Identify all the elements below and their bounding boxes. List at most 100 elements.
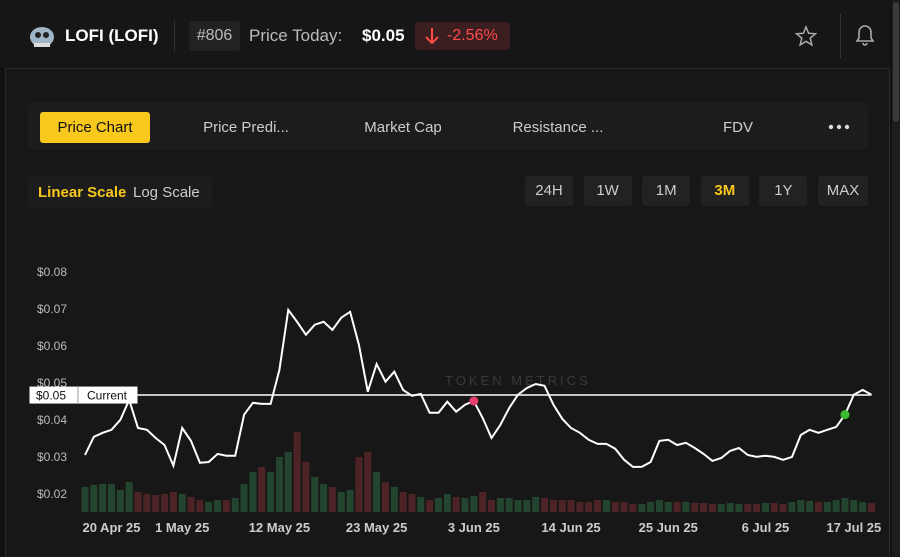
divider: [174, 20, 175, 52]
y-tick-label: $0.02: [37, 487, 67, 501]
x-tick-label: 14 Jun 25: [541, 520, 600, 535]
marker: [469, 396, 479, 406]
volume-bar: [753, 504, 761, 512]
volume-bar: [452, 497, 460, 512]
star-icon[interactable]: [795, 25, 817, 47]
volume-bar: [249, 472, 257, 512]
volume-bar: [426, 500, 434, 512]
x-tick-label: 1 May 25: [155, 520, 209, 535]
volume-bar: [788, 502, 796, 512]
volume-bar: [99, 484, 107, 512]
volume-bar: [169, 492, 177, 512]
volume-bar: [293, 432, 301, 512]
coin-icon: [30, 27, 54, 47]
volume-bar: [417, 497, 425, 512]
volume-bar: [806, 501, 814, 512]
range-button[interactable]: 1M: [642, 176, 691, 206]
tab[interactable]: Price Predi...: [203, 119, 289, 136]
volume-bar: [523, 500, 531, 512]
volume-bar: [541, 498, 549, 512]
volume-bar: [337, 492, 345, 512]
volume-bar: [90, 485, 98, 512]
tab[interactable]: Price Chart: [40, 112, 150, 143]
volume-bar: [488, 500, 496, 512]
x-tick-label: 23 May 25: [346, 520, 407, 535]
volume-bar: [841, 498, 849, 512]
range-button[interactable]: 24H: [525, 176, 573, 206]
y-tick-label: $0.04: [37, 413, 67, 427]
x-tick-label: 6 Jul 25: [742, 520, 790, 535]
volume-bar: [187, 497, 195, 512]
volume-bar: [629, 504, 637, 512]
scale-option[interactable]: Log Scale: [133, 184, 200, 201]
volume-bar: [859, 502, 867, 512]
volume-bar: [214, 500, 222, 512]
x-tick-label: 25 Jun 25: [639, 520, 698, 535]
volume-bar: [311, 477, 319, 512]
current-text: Current: [87, 389, 128, 403]
volume-bar: [373, 472, 381, 512]
volume-bar: [585, 502, 593, 512]
volume-bar: [408, 494, 416, 512]
range-button[interactable]: MAX: [818, 176, 868, 206]
more-icon[interactable]: [827, 123, 851, 131]
volume-bar: [161, 494, 169, 512]
range-button[interactable]: 1Y: [759, 176, 808, 206]
scale-option[interactable]: Linear Scale: [38, 184, 127, 201]
rank-badge: #806: [189, 21, 240, 51]
volume-bar: [81, 487, 89, 512]
chart-panel: Price Chart Price Predi... Market Cap Resis…: [5, 68, 890, 557]
tab[interactable]: Resistance ...: [512, 119, 604, 136]
volume-bar: [505, 498, 513, 512]
watermark: TOKEN METRICS: [445, 373, 591, 388]
volume-bar: [514, 500, 522, 512]
volume-bar: [708, 504, 716, 512]
down-arrow: [425, 28, 439, 45]
volume-bar: [655, 500, 663, 512]
volume-bar: [443, 494, 451, 512]
tab[interactable]: Market Cap: [364, 119, 442, 136]
volume-bar: [302, 462, 310, 512]
volume-bar: [205, 502, 213, 512]
volume-bar: [434, 498, 442, 512]
volume-bar: [267, 472, 275, 512]
x-tick-label: 20 Apr 25: [82, 520, 140, 535]
volume-bar: [761, 503, 769, 512]
range-button[interactable]: 3M: [700, 176, 749, 206]
volume-bar: [823, 502, 831, 512]
y-tick-label: $0.05: [37, 376, 67, 390]
range-button[interactable]: 1W: [583, 176, 632, 206]
change: -2.56%: [447, 27, 498, 44]
divider: [840, 14, 841, 58]
volume-bar: [779, 504, 787, 512]
top-bar: LOFI (LOFI) #806 Price Today: $0.05 -2.5…: [0, 0, 890, 68]
volume-bar: [134, 492, 142, 512]
volume-bar: [770, 503, 778, 512]
volume-bar: [108, 484, 116, 512]
current-label-box: [29, 386, 138, 404]
current-price: $0.05: [36, 389, 66, 403]
volume-bar: [558, 500, 566, 512]
volume-bar: [602, 500, 610, 512]
scroll-thumb[interactable]: [893, 2, 899, 122]
volume-bar: [240, 484, 248, 512]
bell-icon[interactable]: [853, 22, 877, 48]
volume-bar: [726, 503, 734, 512]
volume-bar: [691, 503, 699, 512]
volume-bar: [461, 498, 469, 512]
price-label: Price Today:: [249, 26, 343, 45]
tab[interactable]: FDV: [723, 119, 753, 136]
volume-bar: [664, 502, 672, 512]
volume-bar: [832, 500, 840, 512]
change-badge: -2.56%: [415, 22, 510, 50]
volume-bar: [611, 502, 619, 512]
volume-bar: [258, 467, 266, 512]
volume-bar: [567, 500, 575, 512]
x-tick-label: 3 Jun 25: [448, 520, 500, 535]
volume-bar: [399, 492, 407, 512]
volume-bar: [673, 502, 681, 512]
volume-bar: [638, 504, 646, 512]
tab-bar: Price Chart Price Predi... Market Cap Resis…: [28, 102, 868, 150]
